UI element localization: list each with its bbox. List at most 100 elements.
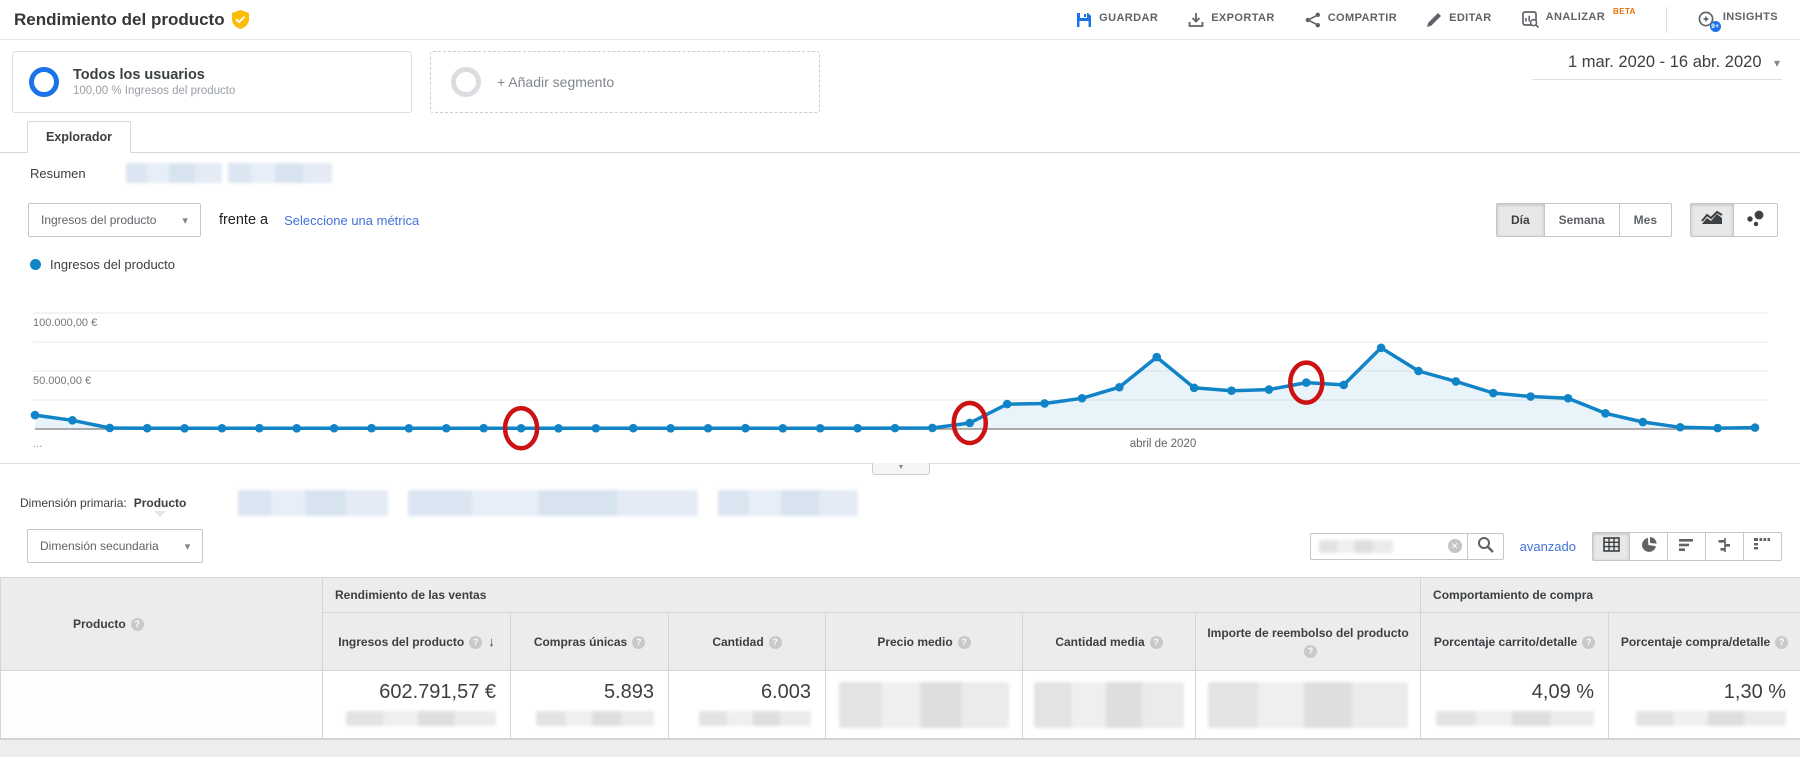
column-header[interactable]: Porcentaje compra/detalle? <box>1608 612 1800 671</box>
metric-toolbar: Ingresos del producto ▾ frente a Selecci… <box>0 193 1800 247</box>
add-segment-button[interactable]: + Añadir segmento <box>430 51 820 113</box>
view-comparison-button[interactable] <box>1706 531 1744 561</box>
metric-cell-ingresos_del_producto: 602.791,57 € <box>322 670 511 739</box>
segment-all-users[interactable]: Todos los usuarios 100,00 % Ingresos del… <box>12 51 412 113</box>
date-range-text: 1 mar. 2020 - 16 abr. 2020 <box>1567 53 1762 71</box>
dimension-product[interactable]: Producto <box>133 496 187 510</box>
header-divider <box>1665 6 1667 33</box>
select-metric-link[interactable]: Seleccione una métrica <box>284 212 420 228</box>
column-header[interactable]: Importe de reembolso del producto? <box>1194 612 1422 671</box>
secondary-dimension-label: Dimensión secundaria <box>40 539 159 553</box>
bars-icon <box>1678 538 1695 555</box>
compartir-button[interactable]: COMPARTIR <box>1305 12 1397 28</box>
column-header-producto[interactable]: Producto? <box>0 577 323 671</box>
metric-select[interactable]: Ingresos del producto ▾ <box>28 203 201 237</box>
view-pivot-button[interactable] <box>1744 531 1782 561</box>
summary-label: Resumen <box>30 165 86 181</box>
data-point <box>965 418 975 428</box>
clear-search-icon[interactable]: ✕ <box>1447 539 1462 553</box>
metric-cell-porcentaje_compra_detalle: 1,30 % <box>1608 670 1800 739</box>
data-point <box>1152 352 1162 362</box>
view-percentage-button[interactable] <box>1630 531 1668 561</box>
column-header[interactable]: Ingresos del producto? ↓ <box>322 612 511 671</box>
redacted-chip <box>238 490 389 516</box>
editar-button[interactable]: EDITAR <box>1427 12 1492 27</box>
metric-cell-cantidad: 6.003 <box>668 670 826 739</box>
help-icon[interactable]: ? <box>632 635 646 649</box>
data-point <box>367 423 376 433</box>
table-view-icon <box>1602 537 1620 555</box>
redacted-subvalue <box>536 711 654 726</box>
tab-explorer[interactable]: Explorador <box>27 121 131 153</box>
cell-value: 6.003 <box>760 681 811 703</box>
help-icon[interactable]: ? <box>130 618 144 631</box>
secondary-dimension-select[interactable]: Dimensión secundaria ▾ <box>27 529 204 563</box>
cell-value: 5.893 <box>603 681 654 703</box>
cell-value: 4,09 % <box>1531 681 1595 703</box>
help-icon[interactable]: ? <box>1582 635 1596 649</box>
analizar-button[interactable]: ANALIZAR BETA <box>1521 7 1636 28</box>
page-title: Rendimiento del producto <box>14 10 249 30</box>
column-header[interactable]: Porcentaje carrito/detalle? <box>1420 612 1610 671</box>
data-point <box>928 423 937 433</box>
line-chart-toggle[interactable] <box>1690 203 1734 237</box>
data-point <box>180 424 189 433</box>
insights-button[interactable]: 9+ INSIGHTS <box>1697 11 1778 32</box>
search-input[interactable]: ✕ <box>1309 532 1468 560</box>
help-icon[interactable]: ? <box>768 635 782 649</box>
column-header[interactable]: Compras únicas? <box>510 612 669 671</box>
date-range-picker[interactable]: 1 mar. 2020 - 16 abr. 2020 ▾ <box>1532 51 1782 80</box>
cell-value: 602.791,57 € <box>379 681 496 703</box>
help-icon[interactable]: ? <box>1149 635 1163 649</box>
chart-collapse-button[interactable]: ▼ <box>872 463 930 475</box>
metric-cell-compras_unicas: 5.893 <box>510 670 669 739</box>
cell-value: 1,30 % <box>1723 681 1787 703</box>
data-point <box>105 423 115 433</box>
redacted-chip <box>718 490 859 516</box>
data-point <box>30 410 40 420</box>
verified-shield-icon <box>231 10 249 29</box>
action-label: COMPARTIR <box>1327 11 1398 24</box>
intelligence-icon: 9+ <box>1697 11 1721 32</box>
help-icon[interactable]: ? <box>957 635 971 649</box>
chevron-down-icon: ▾ <box>1773 56 1780 70</box>
data-point <box>442 423 451 433</box>
column-label: Cantidad media <box>1055 634 1145 649</box>
report-header: Rendimiento del producto GUARDAR EXPORTAR… <box>0 0 1800 40</box>
guardar-button[interactable]: GUARDAR <box>1076 12 1158 28</box>
advanced-link[interactable]: avanzado <box>1519 538 1576 554</box>
help-icon[interactable]: ? <box>1775 635 1789 649</box>
chart-legend: Ingresos del producto <box>0 247 1800 281</box>
search-button[interactable] <box>1467 532 1504 560</box>
group-header: Rendimiento de las ventas <box>321 577 1422 613</box>
view-performance-button[interactable] <box>1668 531 1706 561</box>
motion-chart-toggle[interactable] <box>1734 203 1778 237</box>
x-axis-left-label: ... <box>33 438 42 450</box>
exportar-button[interactable]: EXPORTAR <box>1188 12 1275 28</box>
sort-desc-icon[interactable]: ↓ <box>488 633 495 649</box>
redacted-value <box>1208 681 1409 728</box>
chevron-down-icon: ▾ <box>182 214 188 227</box>
redacted-summary-links <box>125 163 332 183</box>
view-table-button[interactable] <box>1592 531 1630 561</box>
redacted-value <box>839 681 1009 728</box>
redacted-subvalue <box>699 711 811 726</box>
help-icon[interactable]: ? <box>1304 644 1318 658</box>
granularity-día[interactable]: Día <box>1495 203 1545 237</box>
help-icon[interactable]: ? <box>469 635 483 649</box>
product-name-cell <box>0 670 323 739</box>
column-header[interactable]: Cantidad? <box>668 612 826 671</box>
motion-chart-icon <box>1746 210 1766 230</box>
data-point <box>1750 423 1760 432</box>
table-toolbar: Dimensión secundaria ▾ ✕ avanzado <box>0 523 1800 569</box>
data-point <box>1339 380 1348 390</box>
redacted-chip <box>125 163 222 183</box>
data-point <box>1601 409 1610 418</box>
granularity-mes[interactable]: Mes <box>1619 203 1672 237</box>
column-header[interactable]: Cantidad media? <box>1022 612 1196 671</box>
granularity-semana[interactable]: Semana <box>1544 203 1620 237</box>
view-toggle-group <box>1592 531 1782 561</box>
revenue-chart-svg: 50.000,00 € 100.000,00 € abril de 2020... <box>30 312 1768 451</box>
column-header[interactable]: Precio medio? <box>825 612 1023 671</box>
